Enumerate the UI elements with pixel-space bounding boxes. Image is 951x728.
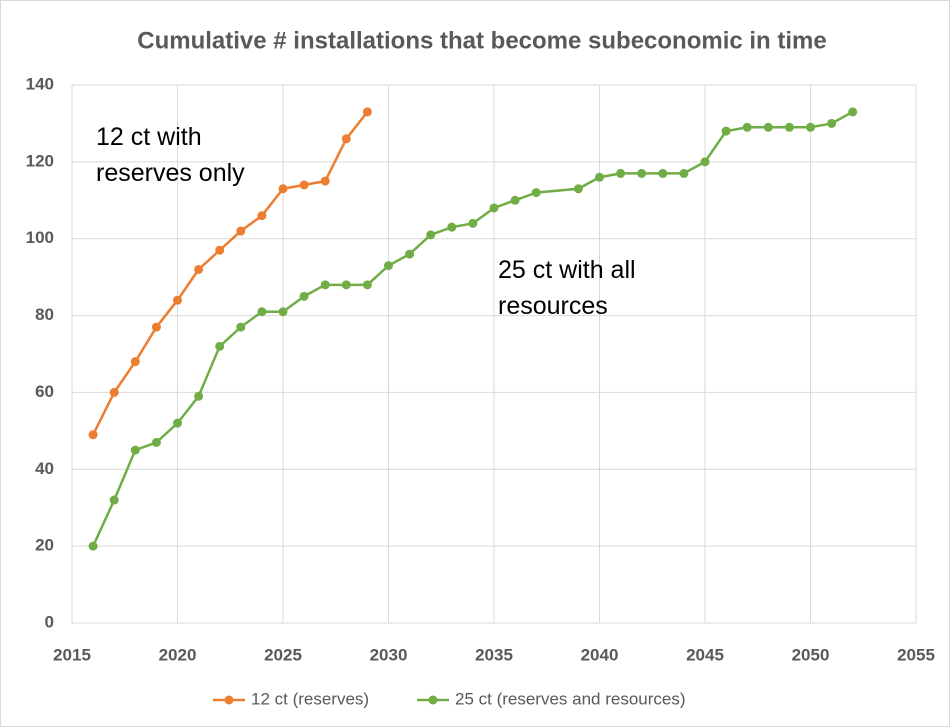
data-point: [341, 280, 351, 290]
y-tick-label: 40: [35, 459, 54, 478]
y-tick-label: 20: [35, 536, 54, 555]
data-point: [130, 357, 140, 367]
annotation: resources: [498, 292, 608, 320]
data-point: [215, 245, 225, 255]
data-point: [595, 172, 604, 182]
data-point: [763, 122, 773, 132]
data-point: [257, 307, 267, 317]
legend-swatch-dot: [224, 695, 234, 705]
y-tick-label: 0: [45, 612, 54, 631]
data-point: [109, 495, 119, 505]
data-point: [468, 218, 478, 228]
data-point: [236, 322, 246, 332]
x-tick-label: 2045: [686, 645, 724, 664]
data-point: [151, 322, 161, 332]
y-tick-label: 60: [35, 382, 54, 401]
data-point: [278, 184, 288, 194]
data-point: [426, 230, 436, 240]
data-point: [299, 291, 309, 301]
data-point: [447, 222, 457, 232]
data-point: [616, 168, 626, 178]
data-point: [215, 341, 225, 351]
data-point: [848, 107, 858, 117]
data-point: [384, 261, 393, 271]
data-point: [679, 168, 689, 178]
data-point: [489, 203, 499, 213]
x-tick-label: 2015: [53, 645, 91, 664]
data-point: [173, 418, 182, 428]
data-point: [510, 195, 520, 205]
x-tick-label: 2040: [581, 645, 619, 664]
y-tick-label: 140: [26, 74, 54, 93]
x-tick-label: 2030: [370, 645, 408, 664]
x-tick-label: 2020: [159, 645, 197, 664]
data-point: [299, 180, 309, 190]
y-tick-label: 80: [35, 305, 54, 324]
data-point: [194, 264, 204, 274]
data-point: [88, 541, 98, 551]
data-point: [784, 122, 794, 132]
data-point: [362, 107, 372, 117]
data-point: [827, 118, 837, 128]
data-point: [405, 249, 415, 259]
data-point: [130, 445, 140, 455]
data-point: [151, 437, 161, 447]
data-point: [721, 126, 731, 136]
data-point: [658, 168, 668, 178]
data-point: [806, 122, 815, 132]
annotation: 12 ct with: [96, 123, 202, 151]
data-point: [700, 157, 710, 167]
data-point: [88, 430, 98, 440]
data-point: [573, 184, 583, 194]
data-point: [236, 226, 246, 236]
data-point: [320, 280, 330, 290]
data-point: [257, 211, 267, 221]
x-tick-label: 2025: [264, 645, 302, 664]
data-point: [637, 168, 647, 178]
y-tick-label: 120: [26, 151, 54, 170]
legend-label: 12 ct (reserves): [251, 689, 369, 708]
data-point: [320, 176, 330, 186]
data-point: [531, 188, 541, 198]
data-point: [109, 387, 119, 397]
y-tick-label: 100: [26, 228, 54, 247]
annotation: 25 ct with all: [498, 256, 636, 284]
data-point: [278, 307, 288, 317]
legend-label: 25 ct (reserves and resources): [455, 689, 686, 708]
data-point: [742, 122, 752, 132]
x-tick-label: 2035: [475, 645, 513, 664]
x-tick-label: 2050: [792, 645, 830, 664]
data-point: [341, 134, 351, 144]
data-point: [194, 391, 204, 401]
legend-swatch-dot: [428, 695, 438, 705]
chart-title: Cumulative # installations that become s…: [137, 27, 826, 54]
annotation: reserves only: [96, 159, 245, 187]
data-point: [362, 280, 372, 290]
x-tick-label: 2055: [897, 645, 935, 664]
data-point: [173, 295, 182, 305]
